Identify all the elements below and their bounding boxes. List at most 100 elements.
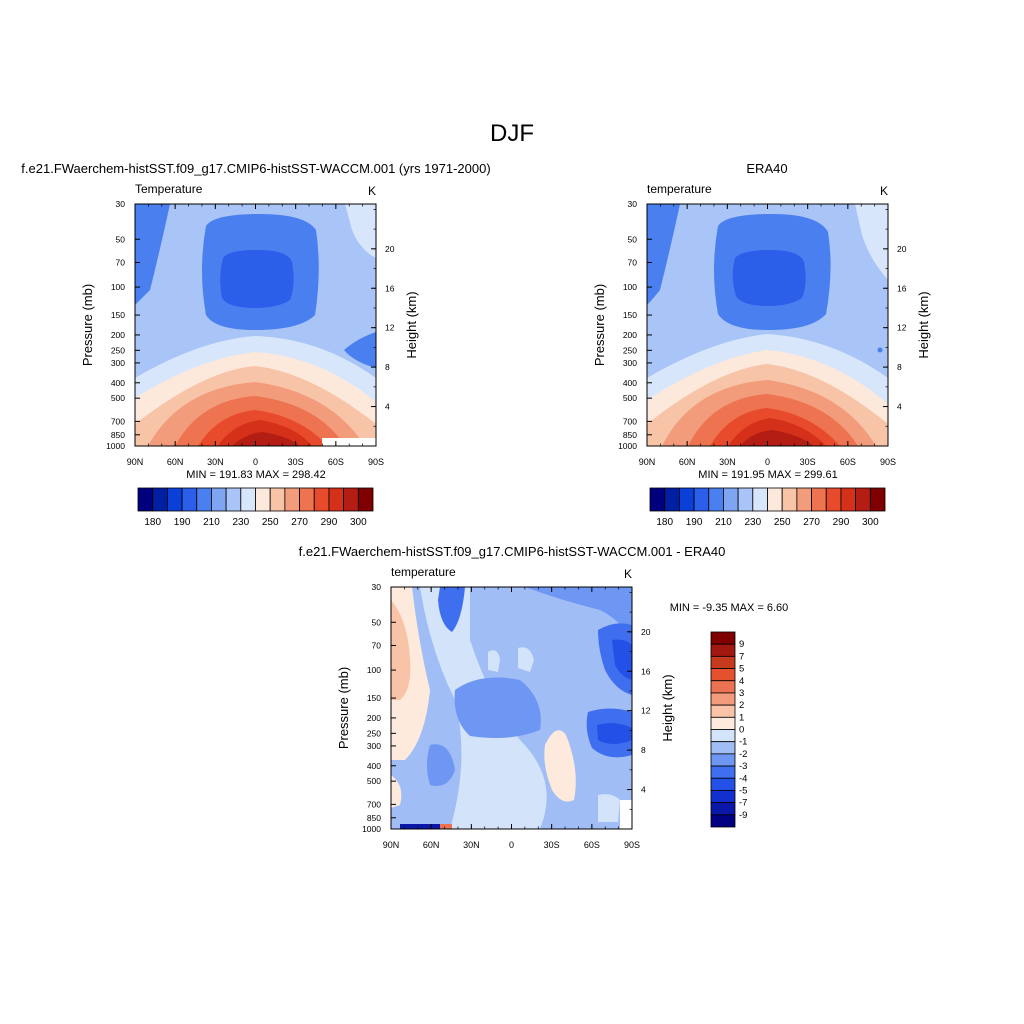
- x-tick-label: 60N: [423, 840, 440, 850]
- x-tick-label: 90N: [383, 840, 400, 850]
- colorbar-swatch: [710, 680, 736, 694]
- colorbar-label: 5: [739, 664, 744, 675]
- colorbar-label: 1: [739, 712, 744, 723]
- colorbar-swatch: [752, 487, 768, 512]
- x-tick-label: 30N: [463, 840, 480, 850]
- x-tick-label: 30N: [207, 457, 224, 467]
- y-tick-label: 700: [623, 416, 637, 426]
- colorbar-label: 250: [774, 517, 791, 528]
- y-tick-label: 700: [367, 799, 381, 809]
- panel-model-title: f.e21.FWaerchem-histSST.f09_g17.CMIP6-hi…: [21, 161, 490, 176]
- colorbar-label: -1: [739, 737, 747, 748]
- y2-tick-label: 12: [641, 706, 651, 716]
- panel-model-y2-ticks: 20 16 12 8 4: [371, 209, 395, 427]
- y-tick-label: 30: [628, 199, 638, 209]
- y2-tick-label: 20: [641, 627, 651, 637]
- colorbar-swatch: [811, 487, 827, 512]
- colorbar-swatch: [664, 487, 680, 512]
- y-tick-label: 850: [367, 813, 381, 823]
- model-band-210-west: [135, 204, 170, 305]
- panel-model-stats: MIN = 191.83 MAX = 298.42: [186, 469, 325, 481]
- diff-band-minus9-surface: [400, 824, 440, 829]
- y2-tick-label: 16: [641, 666, 651, 676]
- panel-model: f.e21.FWaerchem-histSST.f09_g17.CMIP6-hi…: [21, 161, 490, 528]
- y-tick-label: 30: [116, 199, 126, 209]
- panel-model-units: K: [368, 184, 376, 198]
- y-tick-label: 70: [372, 640, 382, 650]
- y-tick-label: 30: [372, 582, 382, 592]
- panel-obs-left-string: temperature: [647, 182, 712, 196]
- obs-band-230-east: [855, 204, 888, 280]
- x-tick-label: 60S: [328, 457, 344, 467]
- colorbar-label: 290: [833, 517, 850, 528]
- y2-tick-label: 4: [641, 785, 646, 795]
- diff-band-0-patch-a: [488, 650, 500, 672]
- panel-obs-field: [647, 204, 888, 446]
- colorbar-label: -7: [739, 798, 747, 809]
- x-tick-label: 30S: [544, 840, 560, 850]
- panel-obs-units: K: [880, 184, 888, 198]
- y-tick-label: 850: [111, 430, 125, 440]
- y2-tick-label: 16: [385, 283, 395, 293]
- x-tick-label: 90S: [880, 457, 896, 467]
- diff-band-2-west: [391, 600, 411, 700]
- colorbar-swatch: [710, 716, 736, 730]
- diff-band-minus4-se: [597, 723, 632, 744]
- y-tick-label: 150: [111, 310, 125, 320]
- panel-obs-title: ERA40: [746, 161, 787, 176]
- colorbar-label: 270: [803, 517, 820, 528]
- colorbar-label: 180: [144, 517, 161, 528]
- panel-diff-units: K: [624, 567, 632, 581]
- obs-band-210-west: [647, 204, 680, 305]
- colorbar-swatch: [710, 741, 736, 755]
- colorbar-swatch: [678, 487, 695, 512]
- panel-diff-ylabel: Pressure (mb): [336, 667, 351, 749]
- colorbar-swatch: [710, 729, 736, 743]
- model-missing-patch: [322, 438, 376, 446]
- colorbar-label: 210: [715, 517, 732, 528]
- panel-model-colorbar: 180 190 210 230 250 270 290 300: [137, 487, 374, 528]
- y2-tick-label: 8: [385, 362, 390, 372]
- colorbar-swatch: [710, 692, 736, 706]
- panel-obs-colorbar: 180 190 210 230 250 270 290 300: [649, 487, 886, 528]
- colorbar-swatch: [196, 487, 212, 512]
- diff-band-0-patch-b: [518, 647, 534, 672]
- panel-diff-stats: MIN = -9.35 MAX = 6.60: [670, 602, 789, 614]
- colorbar-swatch: [710, 753, 736, 767]
- y-tick-label: 250: [367, 728, 381, 738]
- y-tick-label: 250: [623, 345, 637, 355]
- colorbar-label: 190: [174, 517, 191, 528]
- colorbar-swatch: [710, 802, 736, 816]
- diff-band-minus2-mid: [454, 677, 541, 738]
- panel-model-field: [135, 204, 376, 446]
- colorbar-swatch: [181, 487, 198, 512]
- panel-diff-x-ticks: 90N 60N 30N 0 30S 60S 90S: [383, 587, 640, 850]
- panel-diff-left-string: temperature: [391, 565, 456, 579]
- colorbar-label: 300: [350, 517, 367, 528]
- y-tick-label: 100: [367, 665, 381, 675]
- y-tick-label: 70: [628, 257, 638, 267]
- colorbar-label: 270: [291, 517, 308, 528]
- y2-tick-label: 4: [897, 402, 902, 412]
- colorbar-swatch: [313, 487, 330, 512]
- colorbar-swatch: [781, 487, 798, 512]
- colorbar-swatch: [737, 487, 754, 512]
- colorbar-label: -2: [739, 749, 747, 760]
- colorbar-swatch: [299, 487, 315, 512]
- diff-band-minus2-low: [427, 744, 455, 786]
- y-tick-label: 500: [367, 776, 381, 786]
- y-tick-label: 70: [116, 257, 126, 267]
- diff-band-minus2-ne: [525, 587, 632, 640]
- y2-tick-label: 12: [897, 323, 907, 333]
- figure-title: DJF: [490, 120, 534, 147]
- obs-band-200-core: [732, 250, 806, 306]
- y-tick-label: 850: [623, 430, 637, 440]
- y2-tick-label: 4: [385, 402, 390, 412]
- diff-missing-patch: [620, 800, 632, 829]
- colorbar-label: -3: [739, 761, 747, 772]
- colorbar-swatch: [693, 487, 710, 512]
- y2-tick-label: 20: [897, 244, 907, 254]
- colorbar-swatch: [710, 668, 736, 682]
- panel-diff-field: [391, 587, 632, 829]
